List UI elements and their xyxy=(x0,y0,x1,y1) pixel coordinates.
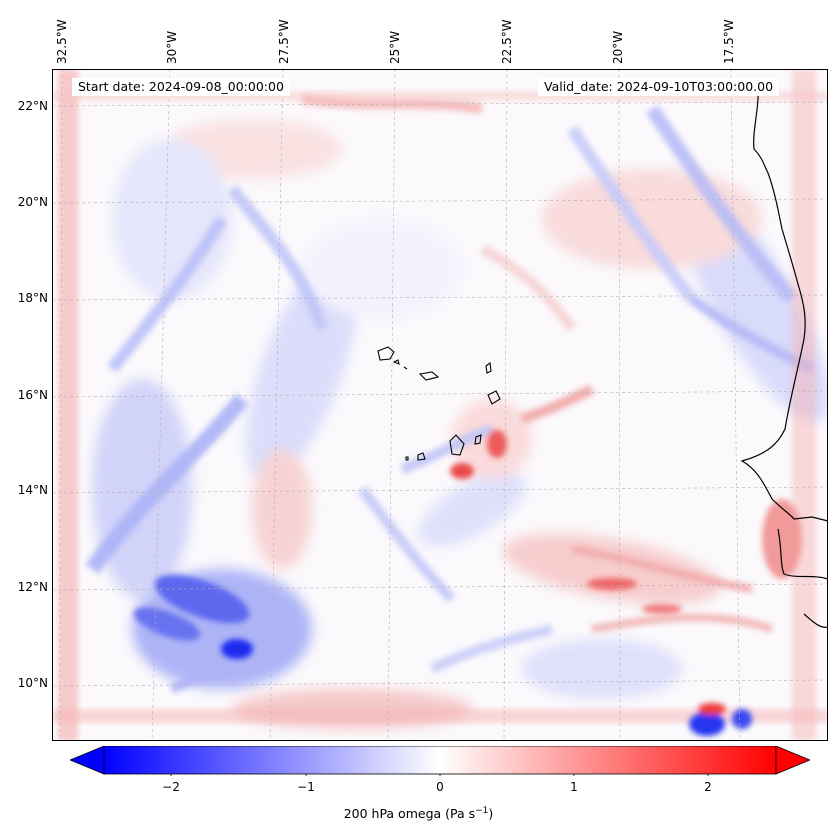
colorbar-tick-1: 1 xyxy=(570,780,578,794)
lat-label-10n: 10°N xyxy=(17,676,48,690)
lat-label-14n: 14°N xyxy=(17,483,48,497)
lat-label-16n: 16°N xyxy=(17,388,48,402)
lat-label-12n: 12°N xyxy=(17,580,48,594)
colorbar-tick-2: 2 xyxy=(704,780,712,794)
omega-field xyxy=(52,69,828,741)
colorbar-label-exponent: −1 xyxy=(475,806,489,816)
lat-label-22n: 22°N xyxy=(17,99,48,113)
lon-label-25w: 25°W xyxy=(388,30,402,64)
colorbar-min-extend xyxy=(70,746,105,775)
lon-label-22.5w: 22.5°W xyxy=(500,19,514,64)
colorbar-label: 200 hPa omega (Pa s−1) xyxy=(0,806,837,821)
lat-label-20n: 20°N xyxy=(17,195,48,209)
lon-label-30w: 30°W xyxy=(165,30,179,64)
lon-label-27.5w: 27.5°W xyxy=(277,19,291,64)
colorbar-max-extend xyxy=(775,746,810,775)
colorbar-tick-0: 0 xyxy=(436,780,444,794)
colorbar xyxy=(70,746,810,776)
lon-label-17.5w: 17.5°W xyxy=(722,19,736,64)
omega-map xyxy=(52,69,828,741)
lon-label-32.5w: 32.5°W xyxy=(55,19,69,64)
colorbar-label-main: 200 hPa omega (Pa s xyxy=(343,806,476,822)
valid-date-label: Valid_date: 2024-09-10T03:00:00.00 xyxy=(538,78,780,96)
colorbar-tick-neg1: −1 xyxy=(297,780,315,794)
start-date-label: Start date: 2024-09-08_00:00:00 xyxy=(72,78,290,96)
colorbar-label-close: ) xyxy=(488,806,494,822)
lat-label-18n: 18°N xyxy=(17,291,48,305)
african-coastline xyxy=(740,78,828,628)
colorbar-gradient xyxy=(103,746,777,775)
colorbar-tick-neg2: −2 xyxy=(162,780,180,794)
cape-verde-islands xyxy=(377,346,501,461)
lon-label-20w: 20°W xyxy=(611,30,625,64)
map-frame xyxy=(52,69,828,741)
gridlines xyxy=(52,69,828,741)
